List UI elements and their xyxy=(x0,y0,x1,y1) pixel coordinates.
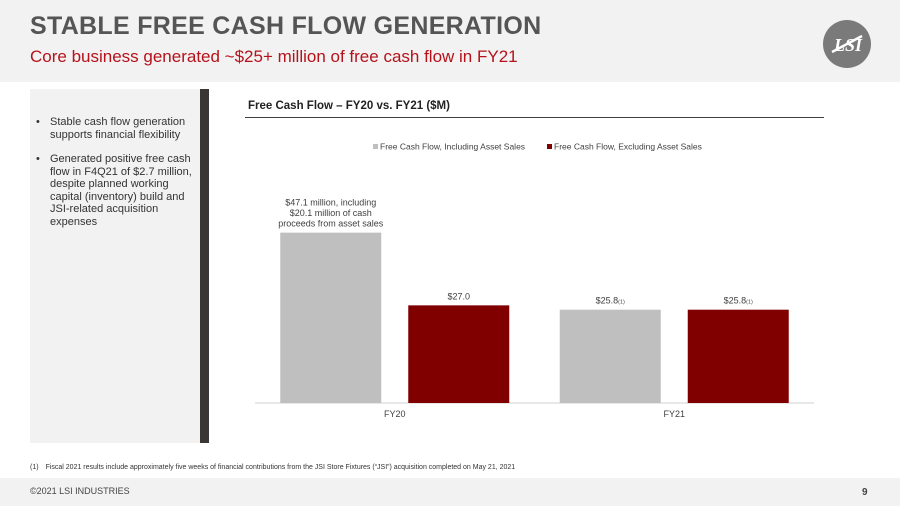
legend-swatch xyxy=(373,144,378,149)
data-label: $47.1 million, including xyxy=(285,198,376,208)
svg-text:LSI: LSI xyxy=(833,35,863,55)
page-title: STABLE FREE CASH FLOW GENERATION xyxy=(30,12,542,40)
copyright: ©2021 LSI INDUSTRIES xyxy=(30,486,130,496)
bullet-dot: • xyxy=(36,116,40,128)
data-label: $25.8(1) xyxy=(724,296,753,306)
legend-swatch xyxy=(547,144,552,149)
data-label: $25.8(1) xyxy=(596,296,625,306)
takeaways-list: • Stable cash flow generation supports fi… xyxy=(36,116,196,240)
panel-divider-bar xyxy=(200,89,209,443)
footnote-text: Fiscal 2021 results include approximatel… xyxy=(45,464,516,471)
free-cash-flow-chart: Free Cash Flow, Including Asset Sales Fre… xyxy=(255,142,814,419)
footnote-number: (1) xyxy=(30,464,39,471)
data-label-footnote-marker: (1) xyxy=(746,300,753,306)
header-band xyxy=(0,0,900,82)
bar xyxy=(559,309,661,403)
takeaway-item: • Generated positive free cash flow in F4… xyxy=(36,153,196,228)
takeaway-item: • Stable cash flow generation supports fi… xyxy=(36,116,196,141)
footnote: (1) Fiscal 2021 results include approxima… xyxy=(30,464,515,471)
legend-label: Free Cash Flow, Excluding Asset Sales xyxy=(554,142,702,152)
page-number: 9 xyxy=(862,487,868,498)
bar xyxy=(408,305,510,403)
footer-band xyxy=(0,478,900,506)
bar xyxy=(280,232,382,403)
takeaways-panel xyxy=(30,89,202,443)
legend-label: Free Cash Flow, Including Asset Sales xyxy=(380,142,525,152)
chart-title: Free Cash Flow – FY20 vs. FY21 ($M) xyxy=(248,100,450,112)
data-label: proceeds from asset sales xyxy=(278,219,384,229)
category-label: FY20 xyxy=(384,409,406,419)
data-label: $20.1 million of cash xyxy=(290,208,372,218)
takeaway-text: Generated positive free cash flow in F4Q… xyxy=(50,153,192,228)
category-label: FY21 xyxy=(663,409,685,419)
lsi-logo-icon: LSI xyxy=(823,20,871,68)
bar xyxy=(687,309,789,403)
data-label: $27.0 xyxy=(447,291,470,301)
takeaway-text: Stable cash flow generation supports fin… xyxy=(50,116,186,141)
page-subtitle: Core business generated ~$25+ million of… xyxy=(30,47,518,66)
chart-title-rule xyxy=(245,117,824,118)
data-label-footnote-marker: (1) xyxy=(618,300,625,306)
bullet-dot: • xyxy=(36,153,40,165)
